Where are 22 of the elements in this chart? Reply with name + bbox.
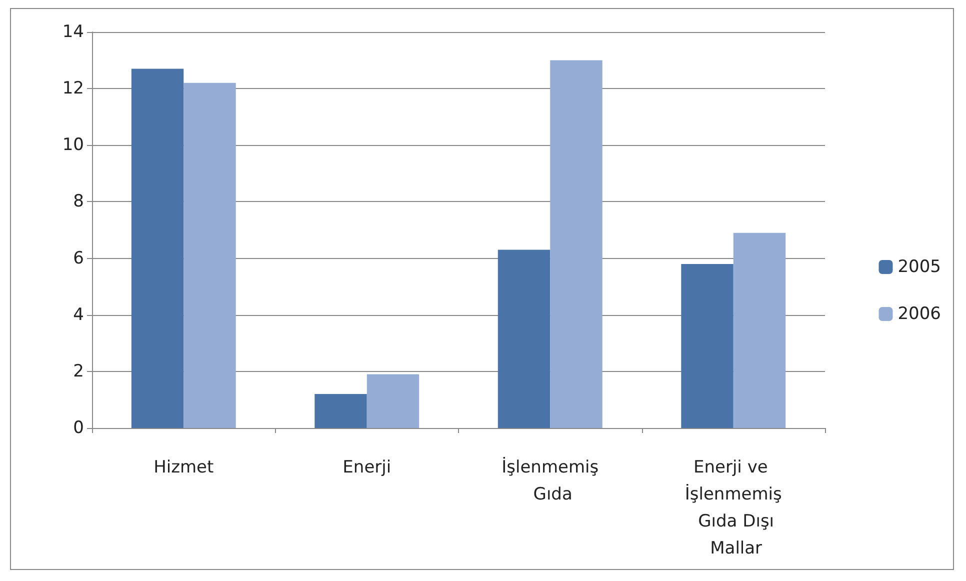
y-tick-label: 12 — [62, 78, 84, 99]
y-tick-label: 2 — [73, 361, 84, 382]
bar — [498, 250, 550, 428]
bar — [184, 82, 236, 428]
x-tick-label: Enerji ve İşlenmemiş Gıda Dışı Mallar — [684, 458, 782, 558]
bar — [366, 374, 420, 428]
x-tick-label: İşlenmemiş Gıda — [502, 456, 599, 504]
x-tick-label: Hizmet — [154, 458, 214, 478]
y-tick-label: 10 — [62, 135, 84, 156]
bar — [131, 68, 184, 428]
y-tick-label: 4 — [73, 304, 84, 325]
legend-label: 2006 — [898, 304, 941, 324]
y-tick-label: 0 — [73, 418, 84, 438]
y-tick-label: 14 — [62, 22, 84, 42]
bar — [314, 394, 367, 428]
legend-label: 2005 — [898, 257, 941, 277]
y-tick-label: 6 — [73, 248, 84, 268]
bar — [681, 264, 734, 428]
x-tick-label: Enerji — [342, 458, 392, 478]
bar — [550, 60, 602, 428]
bar — [733, 232, 786, 428]
y-tick-label: 8 — [73, 192, 84, 212]
